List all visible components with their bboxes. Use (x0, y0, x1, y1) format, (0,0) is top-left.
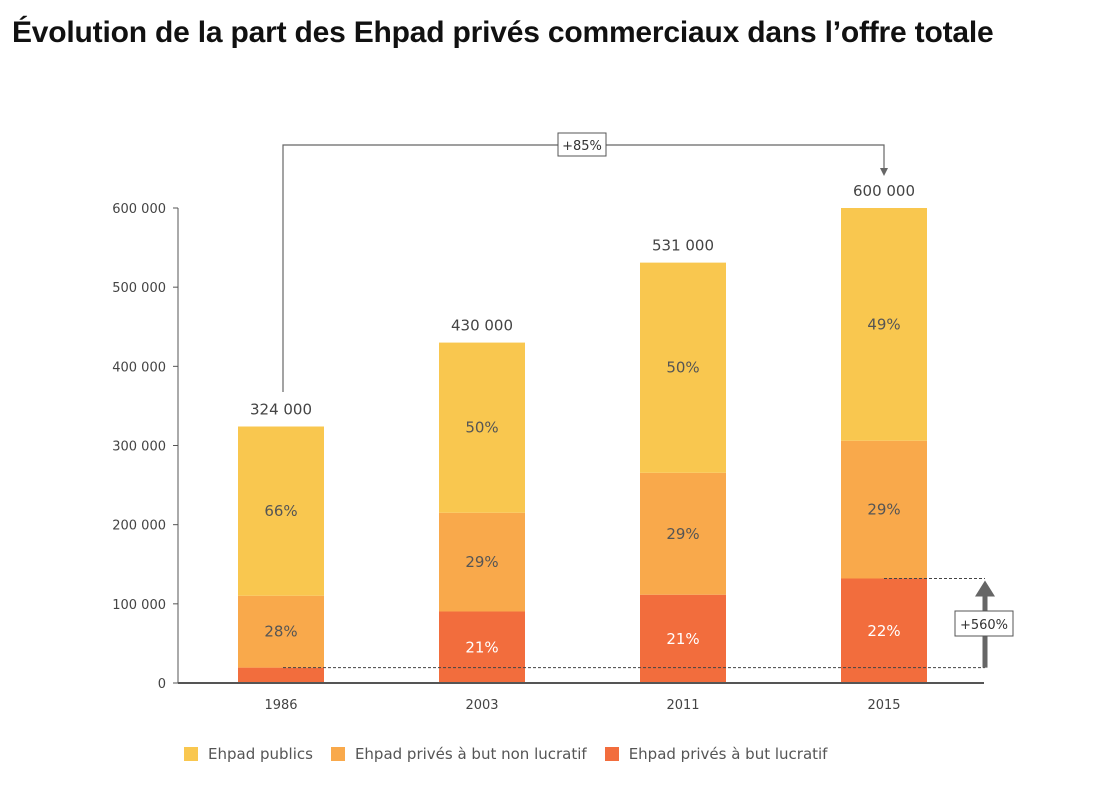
y-axis: 0 100 000 200 000 300 000 400 000 500 000 600 … (112, 202, 179, 692)
bar-segment-lucratif (238, 667, 324, 683)
bar-percent-label: 66% (264, 502, 297, 520)
y-tick-label: 400 000 (112, 360, 166, 375)
legend-swatch-non-lucratif (330, 747, 345, 761)
bar-percent-label: 29% (666, 525, 699, 543)
bar-segment-lucratif (841, 578, 927, 683)
bar-segment-non_lucratif (238, 595, 324, 668)
legend-swatch-lucratif (604, 747, 619, 761)
bar-percent-label: 49% (867, 315, 900, 333)
y-tick-label: 0 (158, 677, 166, 692)
bars: 28% 66% 324 000 21% 29% 50% 430 000 21% 29% 50% 53… (238, 182, 927, 683)
arrowhead-down-icon (880, 168, 888, 176)
bar-total-label: 600 000 (853, 182, 915, 200)
bar-segment-non_lucratif (640, 472, 726, 595)
y-tick-label: 100 000 (112, 598, 166, 613)
bar-segment-publics (841, 208, 927, 441)
bar-percent-label: 21% (465, 638, 498, 656)
legend-label-non-lucratif: Ehpad privés à but non lucratif (354, 745, 587, 763)
bar-segment-lucratif (439, 611, 525, 683)
x-tick-label: 2011 (666, 698, 699, 713)
bar-percent-label: 29% (867, 501, 900, 519)
legend-label-publics: Ehpad publics (208, 745, 313, 763)
growth-label-box-lucratif (954, 610, 1014, 637)
bar-segment-non_lucratif (841, 440, 927, 579)
growth-label-lucratif: +560% (960, 618, 1008, 633)
legend-item-lucratif: Ehpad privés à but lucratif (604, 745, 828, 763)
bar-total-label: 531 000 (652, 237, 714, 255)
growth-label-box-total (557, 132, 607, 157)
growth-label-total: +85% (562, 139, 602, 154)
bar-segment-publics (238, 426, 324, 596)
y-tick-label: 300 000 (112, 440, 166, 455)
annotations: +85% +560% (282, 132, 1014, 669)
bar-percent-label: 28% (264, 623, 297, 641)
bar-segment-non_lucratif (439, 512, 525, 612)
bar-percent-label: 29% (465, 553, 498, 571)
x-axis: 1986 2003 2011 2015 (178, 682, 984, 713)
bar-segment-lucratif (640, 594, 726, 683)
legend: Ehpad publics Ehpad privés à but non luc… (184, 745, 827, 763)
bar-total-label: 430 000 (451, 317, 513, 335)
y-tick-label: 600 000 (112, 202, 166, 217)
x-tick-label: 1986 (264, 698, 297, 713)
bar-percent-label: 22% (867, 622, 900, 640)
legend-swatch-publics (184, 747, 198, 761)
legend-label-lucratif: Ehpad privés à but lucratif (628, 745, 828, 763)
arrow-up-icon (975, 580, 995, 597)
legend-item-publics: Ehpad publics (184, 745, 313, 763)
chart-title: Évolution de la part des Ehpad privés co… (12, 16, 994, 49)
bar-percent-label: 50% (465, 419, 498, 437)
bar-percent-label: 50% (666, 359, 699, 377)
x-tick-label: 2003 (465, 698, 498, 713)
bar-segment-publics (640, 262, 726, 473)
x-tick-label: 2015 (867, 698, 900, 713)
legend-item-non-lucratif: Ehpad privés à but non lucratif (330, 745, 587, 763)
growth-bracket-total (282, 144, 885, 392)
bar-segment-publics (439, 342, 525, 513)
y-tick-label: 200 000 (112, 519, 166, 534)
y-tick-label: 500 000 (112, 281, 166, 296)
bar-percent-label: 21% (666, 630, 699, 648)
bar-total-label: 324 000 (250, 401, 312, 419)
